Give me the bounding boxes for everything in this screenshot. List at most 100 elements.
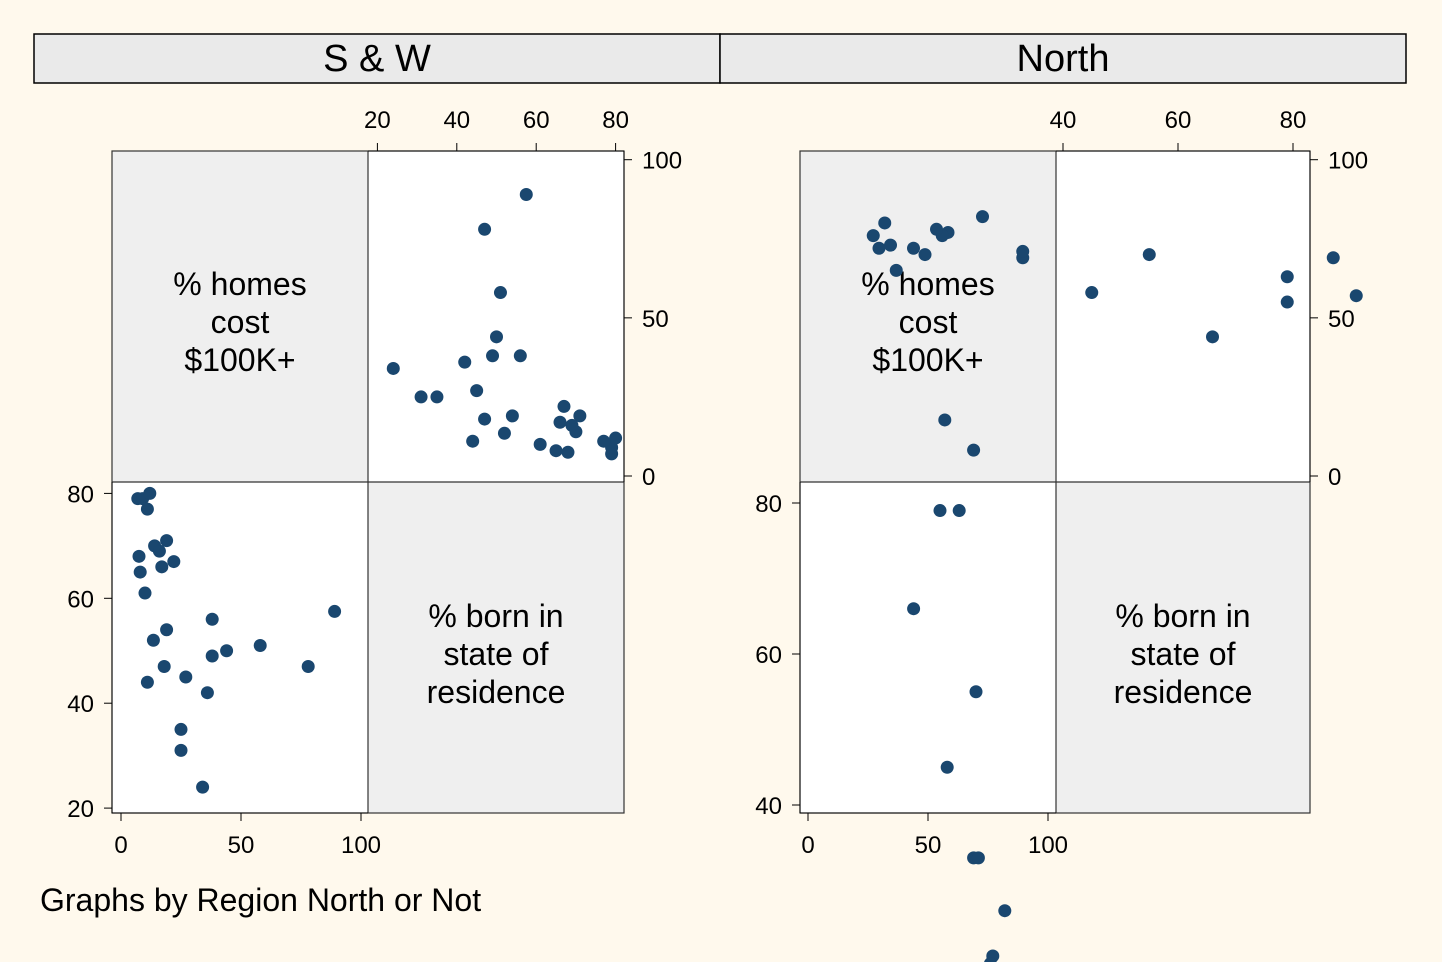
scatter-point-upper — [553, 415, 567, 429]
scatter-point-lower — [174, 743, 188, 757]
plot-cell-upper — [1056, 151, 1310, 482]
scatter-point-upper — [1326, 251, 1340, 265]
scatter-point-lower — [205, 612, 219, 626]
scatter-point-lower — [969, 685, 983, 699]
scatter-point-upper — [573, 409, 587, 423]
diag-label-born: state of — [444, 636, 549, 672]
scatter-point-upper — [493, 286, 507, 300]
scatter-point-lower — [174, 722, 188, 736]
scatter-point-lower — [328, 604, 342, 618]
scatter-point-upper — [386, 361, 400, 375]
scatter-point-lower — [160, 623, 174, 637]
scatter-point-lower — [146, 633, 160, 647]
scatter-point-upper — [918, 248, 932, 262]
top-axis-tick-label: 40 — [443, 107, 470, 134]
scatter-point-upper — [533, 437, 547, 451]
scatter-point-lower — [143, 486, 157, 500]
scatter-point-lower — [998, 904, 1012, 918]
scatter-point-lower — [155, 560, 169, 574]
scatter-point-lower — [938, 413, 952, 427]
scatter-point-upper — [1206, 330, 1219, 344]
diag-cell-born — [1056, 482, 1310, 813]
scatter-point-lower — [167, 555, 181, 569]
graphs-by-note: Graphs by Region North or Not — [40, 882, 482, 918]
scatter-point-lower — [967, 443, 981, 457]
diag-cell-homes — [800, 151, 1056, 482]
scatter-point-upper — [930, 222, 943, 236]
scatter-point-upper — [1016, 244, 1030, 258]
right-axis-tick-label: 100 — [1328, 148, 1368, 175]
scatter-point-upper — [565, 418, 579, 432]
diag-label-homes: $100K+ — [872, 342, 983, 378]
scatter-point-upper — [1142, 248, 1156, 262]
panel-title: S & W — [323, 38, 431, 80]
scatter-point-lower — [984, 957, 997, 962]
diag-label-homes: $100K+ — [184, 342, 295, 378]
scatter-point-upper — [478, 412, 492, 426]
scatter-point-lower — [907, 602, 921, 616]
scatter-point-lower — [138, 586, 152, 600]
scatter-point-lower — [205, 649, 219, 663]
left-axis-tick-label: 40 — [755, 793, 782, 820]
diag-label-homes: % homes — [861, 266, 994, 302]
bottom-axis-tick-label: 100 — [341, 832, 381, 859]
scatter-point-upper — [561, 445, 575, 459]
scatter-point-lower — [952, 504, 966, 518]
scatter-point-upper — [458, 355, 472, 369]
scatter-point-upper — [889, 263, 903, 277]
bottom-axis-tick-label: 0 — [801, 832, 814, 859]
top-axis-tick-label: 40 — [1050, 107, 1077, 134]
scatter-point-upper — [597, 434, 611, 448]
bottom-axis-tick-label: 100 — [1028, 832, 1068, 859]
scatter-point-upper — [490, 330, 503, 344]
scatter-point-upper — [486, 349, 500, 363]
left-axis-tick-label: 40 — [67, 691, 94, 718]
scatter-point-lower — [157, 659, 171, 673]
scatter-point-lower — [933, 504, 947, 518]
scatter-point-lower — [152, 544, 166, 558]
bottom-axis-tick-label: 50 — [915, 832, 942, 859]
scatter-point-upper — [519, 187, 533, 201]
top-axis-tick-label: 60 — [1165, 107, 1192, 134]
right-axis-tick-label: 50 — [642, 306, 669, 333]
scatter-point-upper — [497, 426, 511, 440]
left-axis-tick-label: 20 — [67, 796, 94, 823]
scatter-point-upper — [878, 216, 892, 230]
scatter-point-upper — [866, 229, 880, 243]
panel-header — [33, 33, 721, 84]
scatter-point-lower — [220, 644, 234, 658]
diag-label-born: residence — [1114, 674, 1253, 710]
scatter-point-upper — [478, 222, 492, 236]
left-axis-tick-label: 80 — [67, 481, 94, 508]
diag-label-born: % born in — [428, 598, 563, 634]
scatter-point-upper — [505, 409, 519, 423]
diag-cell-homes — [112, 151, 368, 482]
diag-label-born: state of — [1131, 636, 1236, 672]
scatter-point-lower — [140, 502, 154, 516]
right-axis-tick-label: 0 — [642, 464, 655, 491]
scatter-point-lower — [253, 639, 267, 653]
panel-title: North — [1017, 38, 1110, 80]
scatter-point-lower — [132, 549, 146, 563]
diag-label-homes: cost — [899, 304, 958, 340]
scatter-point-upper — [466, 434, 480, 448]
top-axis-tick-label: 60 — [523, 107, 550, 134]
top-axis-tick-label: 20 — [364, 107, 391, 134]
diag-label-homes: % homes — [173, 266, 306, 302]
scatter-point-upper — [430, 390, 444, 404]
left-axis-tick-label: 80 — [755, 491, 782, 518]
scatter-point-lower — [200, 686, 214, 700]
diag-label-born: % born in — [1115, 598, 1250, 634]
scatter-point-lower — [160, 534, 174, 548]
scatter-point-lower — [940, 760, 954, 774]
left-axis-tick-label: 60 — [67, 586, 94, 613]
bottom-axis-tick-label: 50 — [228, 832, 255, 859]
panel-header — [719, 33, 1407, 84]
top-axis-tick-label: 80 — [602, 107, 629, 134]
scatter-point-upper — [907, 241, 920, 255]
diag-cell-born — [368, 482, 624, 813]
scatter-point-upper — [1280, 270, 1294, 284]
